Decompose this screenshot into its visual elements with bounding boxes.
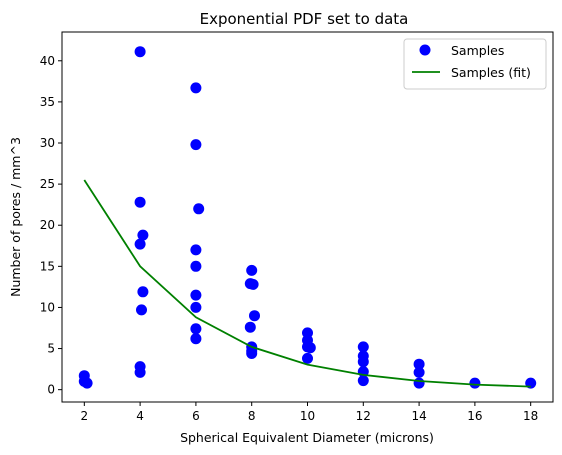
- sample-point-16: [190, 290, 201, 301]
- x-tick-label-6: 6: [192, 409, 200, 423]
- sample-point-31: [305, 342, 316, 353]
- y-tick-label-20: 20: [40, 218, 55, 232]
- sample-point-39: [414, 367, 425, 378]
- y-tick-label-35: 35: [40, 95, 55, 109]
- y-tick-label-0: 0: [47, 383, 55, 397]
- sample-point-27: [246, 348, 257, 359]
- marks-layer: [79, 46, 536, 388]
- y-axis: 0 5 10 15 20 25 30 35 40: [40, 54, 62, 397]
- x-tick-label-18: 18: [523, 409, 538, 423]
- sample-point-17: [190, 302, 201, 313]
- sample-point-18: [190, 323, 201, 334]
- sample-point-7: [137, 286, 148, 297]
- sample-point-37: [358, 375, 369, 386]
- sample-point-4: [135, 197, 146, 208]
- x-tick-label-2: 2: [80, 409, 88, 423]
- sample-point-8: [136, 304, 147, 315]
- legend-label-fit: Samples (fit): [451, 65, 531, 80]
- sample-point-23: [249, 310, 260, 321]
- x-axis: 2 4 6 8 10 12 14 16 18: [80, 402, 538, 423]
- x-axis-label: Spherical Equivalent Diameter (microns): [180, 430, 434, 445]
- sample-point-20: [246, 265, 257, 276]
- y-tick-label-30: 30: [40, 136, 55, 150]
- sample-point-11: [190, 82, 201, 93]
- sample-point-12: [190, 139, 201, 150]
- legend-label-samples: Samples: [451, 43, 504, 58]
- sample-point-40: [414, 378, 425, 389]
- y-axis-label: Number of pores / mm^3: [8, 137, 23, 297]
- legend: Samples Samples (fit): [404, 39, 546, 89]
- y-tick-label-10: 10: [40, 300, 55, 314]
- legend-marker-samples: [420, 45, 431, 56]
- sample-point-15: [190, 261, 201, 272]
- sample-point-19: [190, 333, 201, 344]
- sample-point-35: [358, 356, 369, 367]
- sample-point-6: [135, 239, 146, 250]
- chart-title: Exponential PDF set to data: [200, 10, 409, 28]
- sample-point-2: [82, 378, 93, 389]
- x-tick-label-10: 10: [300, 409, 315, 423]
- sample-point-10: [135, 367, 146, 378]
- sample-point-32: [302, 353, 313, 364]
- sample-point-14: [190, 244, 201, 255]
- y-tick-label-40: 40: [40, 54, 55, 68]
- x-tick-label-16: 16: [467, 409, 482, 423]
- x-tick-label-8: 8: [248, 409, 256, 423]
- y-tick-label-5: 5: [47, 342, 55, 356]
- sample-point-13: [193, 203, 204, 214]
- sample-point-24: [245, 322, 256, 333]
- x-tick-label-14: 14: [411, 409, 426, 423]
- sample-point-22: [248, 279, 259, 290]
- y-tick-label-25: 25: [40, 177, 55, 191]
- x-tick-label-4: 4: [136, 409, 144, 423]
- sample-point-3: [135, 46, 146, 57]
- sample-point-41: [469, 378, 480, 389]
- x-tick-label-12: 12: [356, 409, 371, 423]
- y-tick-label-15: 15: [40, 259, 55, 273]
